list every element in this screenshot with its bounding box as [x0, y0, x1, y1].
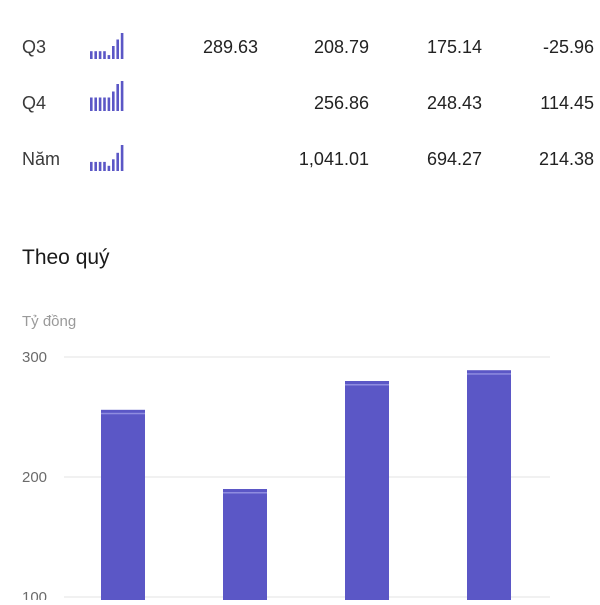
- sparkline-bar: [120, 81, 124, 111]
- chart-bar-highlight: [101, 412, 145, 415]
- quarterly-chart: Tỷ đồng 300 200 100: [0, 300, 600, 605]
- chart-bar[interactable]: [345, 381, 389, 605]
- sparkline-bar: [103, 97, 106, 111]
- sparkline-bar: [112, 159, 115, 171]
- cell-value: 114.45: [540, 93, 594, 113]
- sparkline-bar: [116, 152, 119, 171]
- y-tick-label: 200: [22, 469, 47, 486]
- y-axis-unit-label: Tỷ đồng: [22, 313, 76, 330]
- row-label: Q3: [22, 37, 47, 57]
- chart-bar-highlight: [467, 373, 511, 375]
- sparkline-bar: [107, 55, 111, 59]
- table-row[interactable]: Năm 1,041.01 694.27 214.38: [0, 139, 600, 179]
- chart-bar[interactable]: [467, 370, 511, 605]
- row-label: Q4: [22, 93, 47, 113]
- cell-value: 289.63: [202, 37, 258, 57]
- sparkline-bar: [94, 51, 97, 59]
- y-tick-label: 100: [22, 589, 47, 600]
- sparkline-icon: [90, 81, 124, 111]
- sparkline-bar: [116, 84, 119, 111]
- cell-value: 214.38: [538, 149, 594, 169]
- sparkline-bar: [120, 33, 124, 59]
- chart-bar-highlight: [345, 384, 389, 386]
- cell-value: 1,041.01: [298, 149, 369, 169]
- sparkline-bar: [112, 46, 115, 59]
- sparkline-bar: [94, 97, 97, 111]
- sparkline-bar: [103, 161, 106, 171]
- sparkline-bar: [90, 161, 93, 171]
- sparkline-bar: [112, 91, 115, 111]
- cell-value: 175.14: [426, 37, 482, 57]
- sparkline-bar: [107, 97, 111, 111]
- sparkline-bar: [98, 161, 102, 171]
- sparkline-bar: [98, 51, 102, 59]
- y-tick-label: 300: [22, 349, 47, 366]
- sparkline-bar: [90, 97, 93, 111]
- row-label: Năm: [22, 149, 61, 169]
- cell-value: 256.86: [313, 93, 369, 113]
- cell-value: 208.79: [313, 37, 369, 57]
- cell-value: 248.43: [426, 93, 482, 113]
- chart-bar-highlight: [223, 492, 267, 494]
- sparkline-bar: [94, 161, 97, 171]
- bar-chart: Tỷ đồng 300 200 100: [22, 313, 550, 605]
- table-row[interactable]: Q3 289.63 208.79 175.14 -25.96: [0, 27, 600, 67]
- cell-value: 694.27: [426, 149, 482, 169]
- table-row[interactable]: Q4 256.86 248.43 114.45: [0, 81, 600, 123]
- sparkline-bar: [116, 39, 119, 59]
- sparkline-bar: [103, 51, 106, 59]
- sparkline-icon: [90, 33, 124, 59]
- chart-bar[interactable]: [101, 409, 145, 605]
- sparkline-bar: [107, 165, 111, 171]
- cell-value: -25.96: [542, 37, 594, 57]
- section-title: Theo quý: [22, 246, 110, 269]
- sparkline-bar: [120, 145, 124, 171]
- chart-bar[interactable]: [223, 489, 267, 605]
- sparkline-bar: [98, 97, 102, 111]
- sparkline-bar: [90, 51, 93, 59]
- sparkline-icon: [90, 145, 124, 171]
